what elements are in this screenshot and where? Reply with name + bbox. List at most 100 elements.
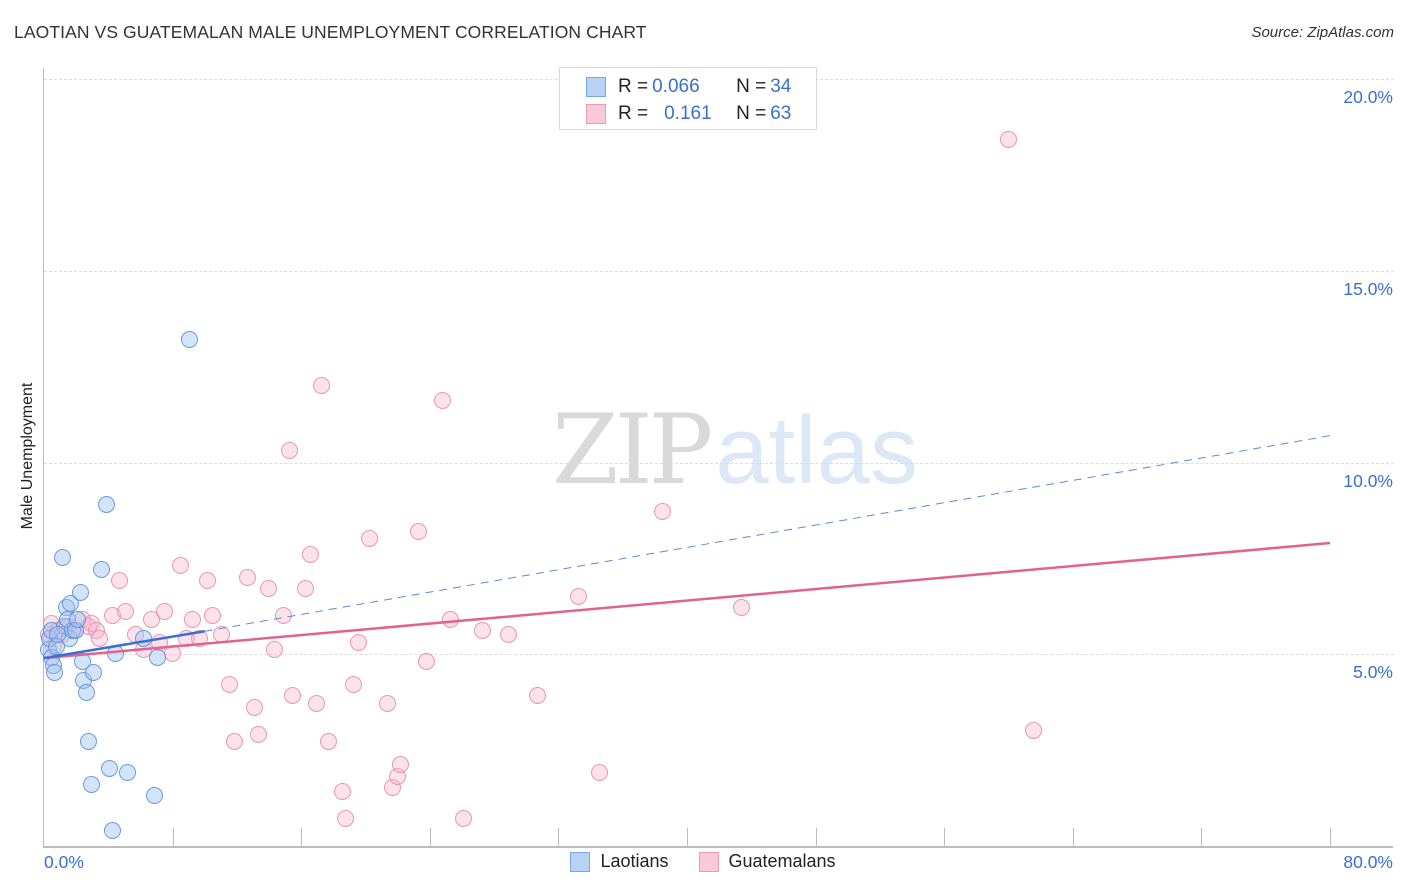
laotians-trendline-extended bbox=[204, 435, 1331, 632]
laotians-data-point[interactable] bbox=[181, 330, 199, 348]
guatemalans-data-point[interactable] bbox=[116, 603, 134, 621]
laotians-data-point[interactable] bbox=[54, 549, 72, 567]
guatemalans-data-point[interactable] bbox=[171, 557, 189, 575]
laotians-data-point[interactable] bbox=[145, 787, 163, 805]
guatemalans-data-point[interactable] bbox=[245, 698, 263, 716]
laotians-data-point[interactable] bbox=[84, 664, 102, 682]
gridline-5 bbox=[44, 654, 1394, 656]
guatemalans-data-point[interactable] bbox=[433, 392, 451, 410]
guatemalans-data-point[interactable] bbox=[499, 626, 517, 644]
guatemalans-data-point[interactable] bbox=[155, 603, 173, 621]
guatemalans-data-point[interactable] bbox=[319, 733, 337, 751]
y-axis-label: Male Unemployment bbox=[19, 382, 36, 530]
y-tick-10: 10.0% bbox=[1343, 470, 1393, 491]
r-value: 0.161 bbox=[664, 103, 712, 124]
guatemalans-data-point[interactable] bbox=[391, 756, 409, 774]
x-tick-mark bbox=[301, 828, 303, 846]
guatemalans-data-point[interactable] bbox=[239, 568, 257, 586]
n-label: N = bbox=[736, 103, 767, 124]
x-tick-mark bbox=[1330, 828, 1331, 846]
laotians-data-point[interactable] bbox=[92, 560, 110, 578]
guatemalans-data-point[interactable] bbox=[345, 675, 363, 693]
y-axis bbox=[43, 68, 44, 847]
laotians-data-point[interactable] bbox=[97, 495, 115, 513]
laotians-data-point[interactable] bbox=[104, 821, 122, 839]
laotians-data-point[interactable] bbox=[100, 760, 118, 778]
guatemalans-data-point[interactable] bbox=[454, 810, 472, 828]
guatemalans-data-point[interactable] bbox=[142, 610, 160, 628]
laotians-data-point[interactable] bbox=[71, 583, 89, 601]
guatemalans-data-point[interactable] bbox=[333, 783, 351, 801]
guatemalans-data-point[interactable] bbox=[297, 580, 315, 598]
guatemalans-trendline bbox=[43, 541, 1331, 660]
laotians-swatch-icon bbox=[570, 851, 591, 872]
x-axis bbox=[43, 846, 1393, 848]
guatemalans-data-point[interactable] bbox=[301, 545, 319, 563]
guatemalans-swatch-icon bbox=[698, 851, 719, 872]
laotians-data-point[interactable] bbox=[68, 610, 86, 628]
guatemalans-data-point[interactable] bbox=[221, 675, 239, 693]
gridline-15 bbox=[44, 270, 1394, 272]
correlation-legend: R = 0.066 N = 34 R = 0.161 N = 63 bbox=[559, 67, 817, 130]
guatemalans-data-point[interactable] bbox=[528, 687, 546, 705]
guatemalans-data-point[interactable] bbox=[653, 503, 671, 521]
guatemalans-data-point[interactable] bbox=[441, 610, 459, 628]
guatemalans-data-point[interactable] bbox=[280, 441, 298, 459]
x-tick-mark bbox=[944, 828, 946, 846]
y-tick-5: 5.0% bbox=[1353, 662, 1393, 683]
laotians-data-point[interactable] bbox=[80, 733, 97, 751]
guatemalans-data-point[interactable] bbox=[350, 633, 368, 651]
x-tick-min: 0.0% bbox=[44, 852, 84, 872]
guatemalans-data-point[interactable] bbox=[274, 606, 292, 624]
n-value: 63 bbox=[770, 103, 792, 124]
r-label: R = bbox=[618, 103, 649, 124]
guatemalans-data-point[interactable] bbox=[308, 695, 326, 713]
guatemalans-data-point[interactable] bbox=[999, 131, 1017, 149]
guatemalans-data-point[interactable] bbox=[379, 695, 396, 713]
laotians-data-point[interactable] bbox=[78, 683, 96, 701]
guatemalans-data-point[interactable] bbox=[110, 572, 128, 590]
guatemalans-data-point[interactable] bbox=[198, 572, 216, 590]
guatemalans-data-point[interactable] bbox=[409, 522, 427, 540]
guatemalans-data-point[interactable] bbox=[184, 610, 202, 628]
laotians-data-point[interactable] bbox=[118, 764, 136, 782]
laotians-data-point[interactable] bbox=[46, 664, 64, 682]
gridline-10 bbox=[44, 462, 1394, 464]
y-tick-15: 15.0% bbox=[1343, 278, 1393, 299]
x-tick-mark bbox=[172, 828, 174, 846]
n-value: 34 bbox=[770, 76, 792, 97]
x-tick-max: 80.0% bbox=[1343, 852, 1393, 872]
guatemalans-data-point[interactable] bbox=[570, 587, 588, 605]
legend-item-guatemalans[interactable]: Guatemalans bbox=[698, 851, 836, 872]
laotians-data-point[interactable] bbox=[83, 775, 101, 793]
guatemalans-data-point[interactable] bbox=[337, 810, 355, 828]
r-value: 0.066 bbox=[652, 76, 700, 97]
guatemalans-data-point[interactable] bbox=[250, 725, 268, 743]
x-tick-mark bbox=[1072, 828, 1074, 846]
laotians-swatch-icon bbox=[586, 77, 606, 97]
x-tick-mark bbox=[687, 828, 688, 846]
guatemalans-data-point[interactable] bbox=[203, 606, 221, 624]
guatemalans-data-point[interactable] bbox=[284, 687, 302, 705]
legend-item-laotians[interactable]: Laotians bbox=[570, 851, 669, 872]
guatemalans-data-point[interactable] bbox=[91, 629, 109, 647]
guatemalans-data-point[interactable] bbox=[361, 530, 379, 548]
x-tick-mark bbox=[815, 828, 817, 846]
guatemalans-data-point[interactable] bbox=[226, 733, 244, 751]
laotians-data-point[interactable] bbox=[149, 649, 167, 667]
guatemalans-data-point[interactable] bbox=[732, 599, 750, 617]
guatemalans-data-point[interactable] bbox=[473, 622, 491, 640]
x-tick-mark bbox=[558, 828, 560, 846]
guatemalans-data-point[interactable] bbox=[591, 764, 609, 782]
n-label: N = bbox=[736, 76, 767, 97]
laotians-data-point[interactable] bbox=[49, 626, 67, 644]
guatemalans-data-point[interactable] bbox=[1025, 721, 1043, 739]
guatemalans-data-point[interactable] bbox=[417, 652, 435, 670]
chart-title: LAOTIAN VS GUATEMALAN MALE UNEMPLOYMENT … bbox=[14, 22, 647, 42]
guatemalans-data-point[interactable] bbox=[260, 580, 278, 598]
guatemalans-data-point[interactable] bbox=[266, 641, 284, 659]
watermark-zip: ZIP bbox=[552, 394, 713, 506]
guatemalans-data-point[interactable] bbox=[313, 376, 331, 394]
